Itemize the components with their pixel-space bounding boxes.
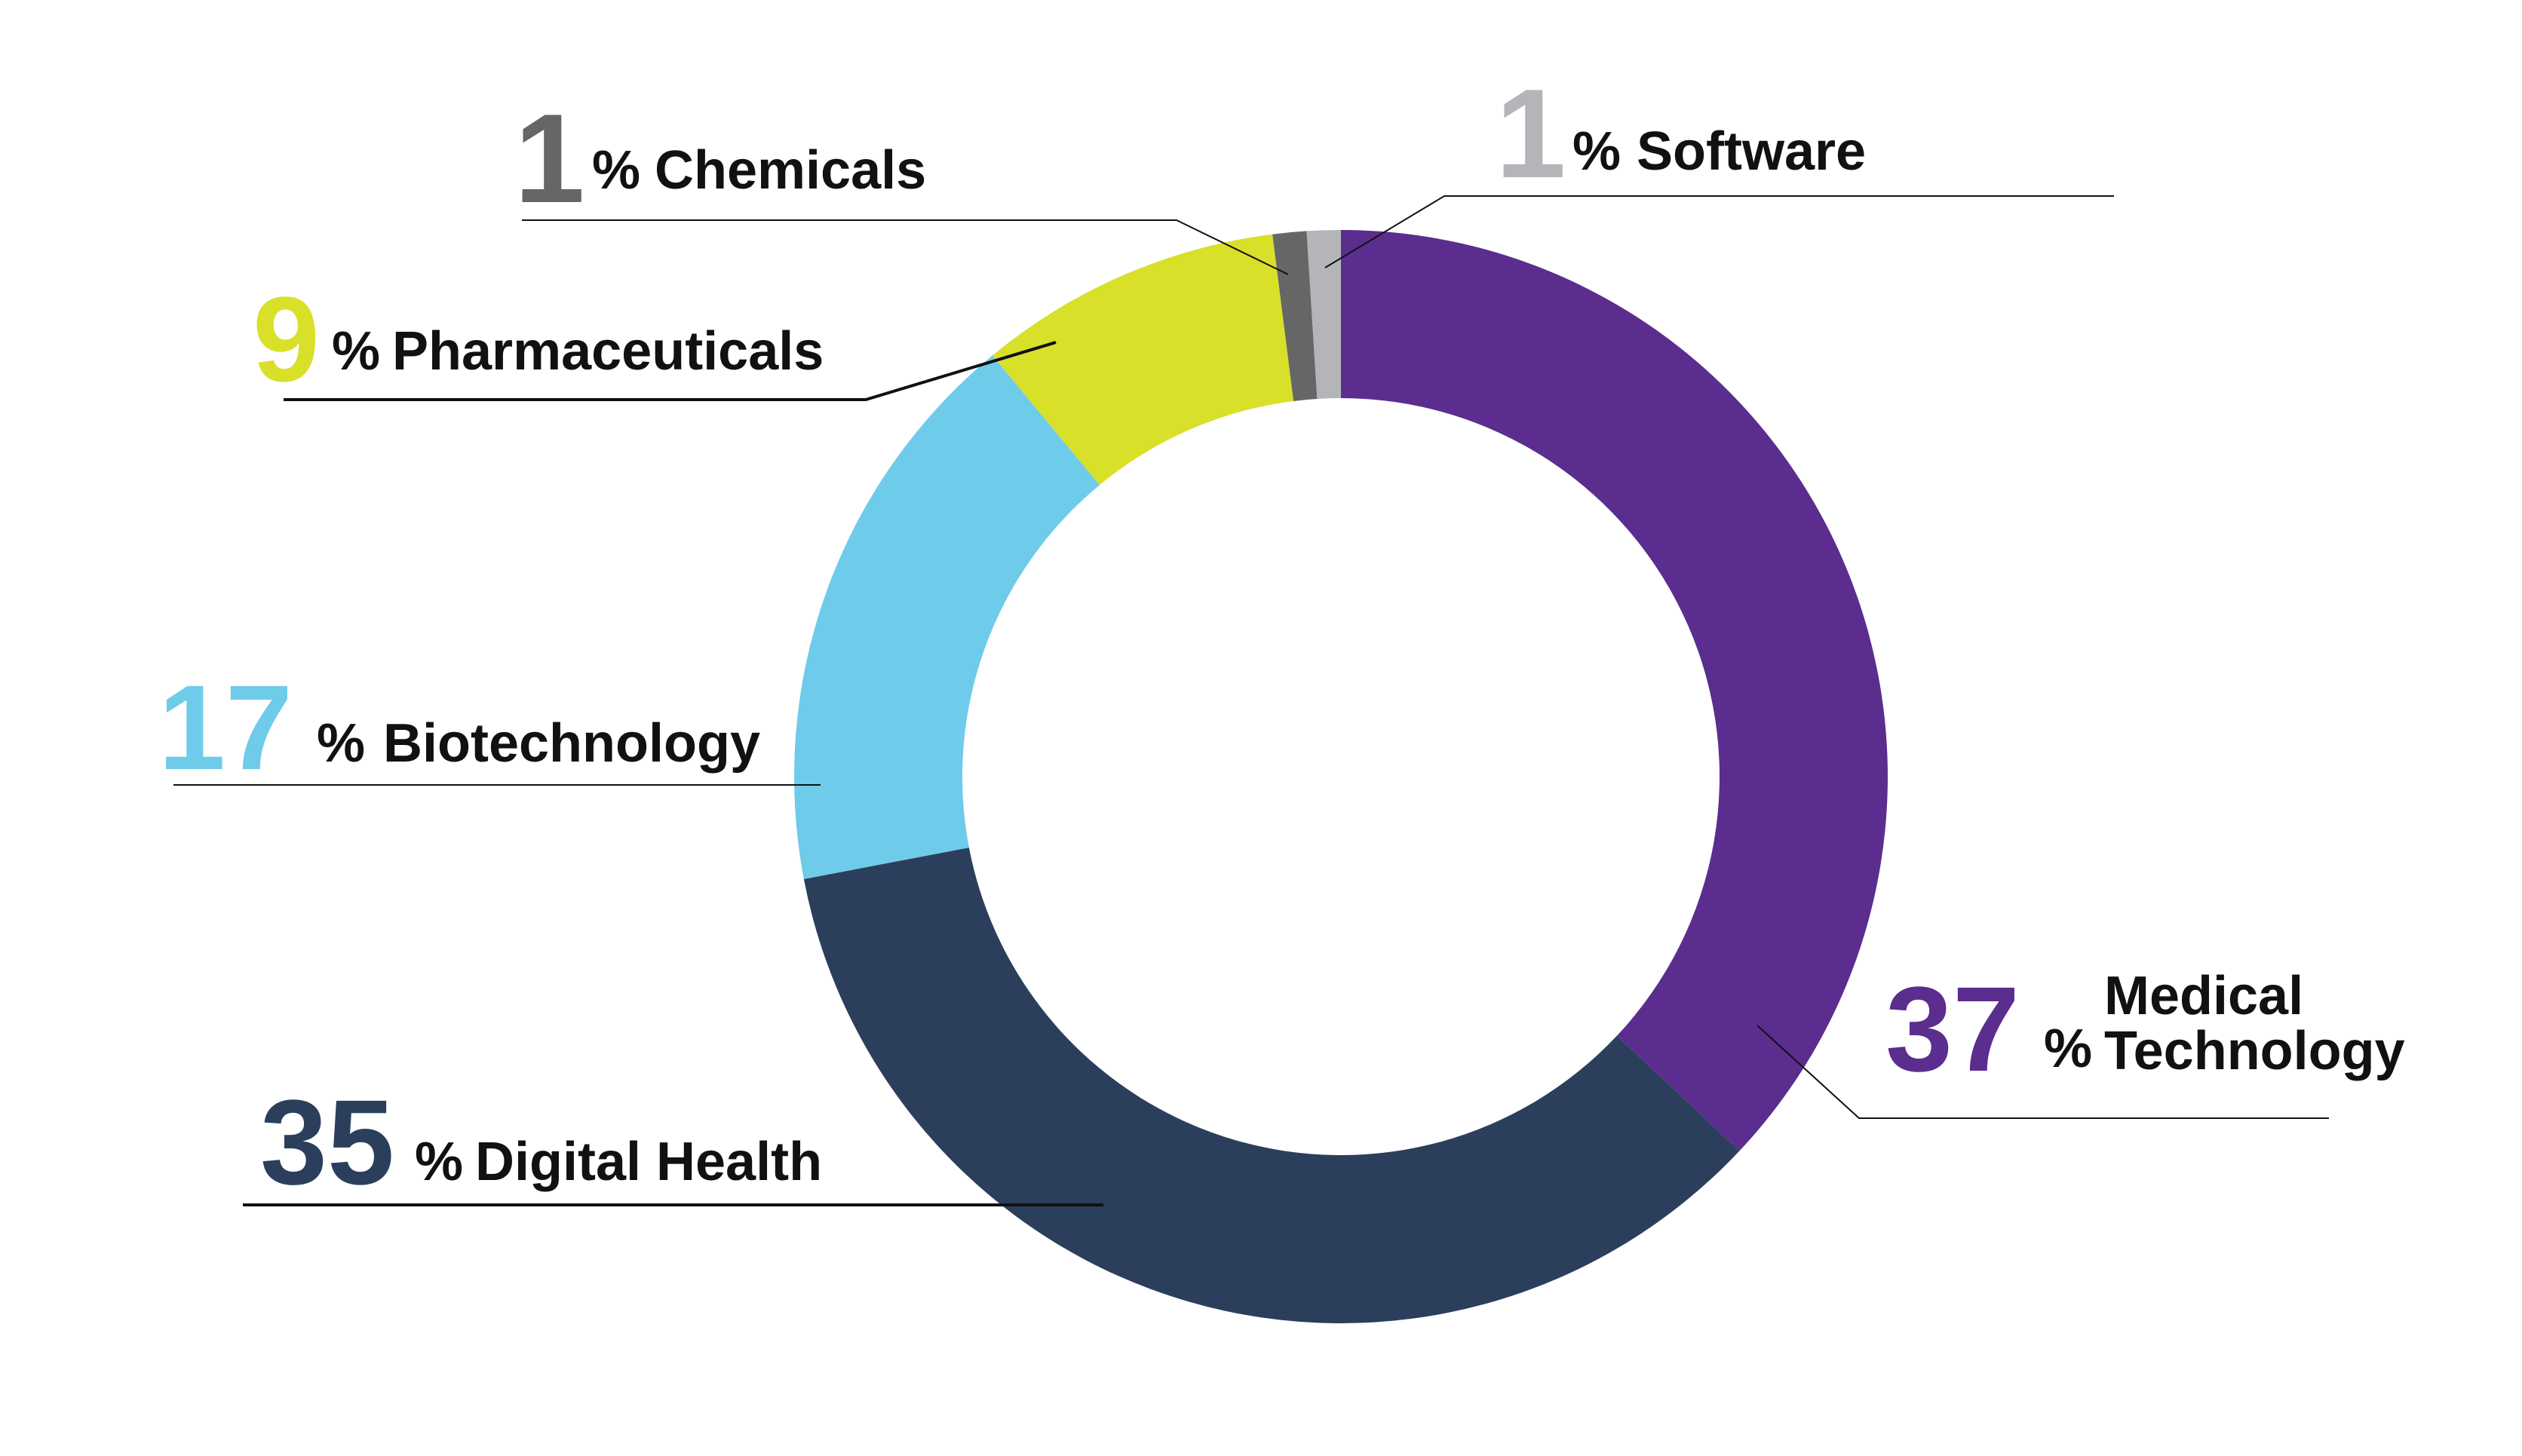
category-label-chemicals: Chemicals [655, 140, 926, 201]
donut-slices [794, 230, 1888, 1323]
slice-pharmaceuticals [992, 234, 1294, 486]
category-label-medical-technology-line-1: Medical [2104, 966, 2303, 1026]
slice-biotechnology [794, 355, 1100, 879]
slice-software [1306, 230, 1341, 399]
leader-line-medical-technology [1757, 1025, 2329, 1119]
slice-chemicals [1272, 231, 1318, 401]
pct-value-pharmaceuticals: 9 [253, 271, 320, 406]
pct-value-digital-health: 35 [260, 1074, 394, 1209]
pct-value-software: 1 [1496, 63, 1566, 204]
leader-line-pharmaceuticals [284, 341, 1057, 401]
category-label-pharmaceuticals: Pharmaceuticals [392, 321, 824, 382]
leader-line-software [1324, 195, 2114, 268]
leader-lines [173, 195, 2329, 1206]
pct-sign-biotechnology: % [317, 713, 365, 774]
pct-value-medical-technology: 37 [1885, 961, 2020, 1096]
category-label-biotechnology: Biotechnology [383, 713, 760, 774]
pct-sign-chemicals: % [592, 140, 640, 201]
pct-value-chemicals: 1 [514, 87, 584, 229]
leader-line-chemicals [522, 219, 1289, 275]
slice-digital-health [803, 848, 1740, 1323]
pct-value-biotechnology: 17 [158, 660, 293, 795]
pct-sign-software: % [1572, 121, 1621, 182]
pct-sign-medical-technology: % [2044, 1019, 2092, 1079]
category-label-medical-technology-line-2: Technology [2104, 1021, 2405, 1081]
pct-sign-digital-health: % [415, 1132, 463, 1192]
category-label-software: Software [1637, 121, 1866, 182]
slice-medical-technology [1341, 230, 1888, 1151]
category-label-digital-health: Digital Health [475, 1132, 822, 1192]
pct-sign-pharmaceuticals: % [332, 321, 380, 382]
